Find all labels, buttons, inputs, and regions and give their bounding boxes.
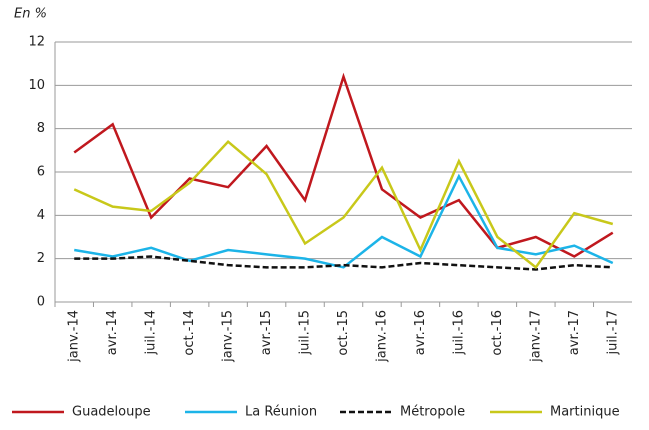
x-tick-label: avr.-15 <box>259 310 274 355</box>
x-tick-label: janv.-14 <box>67 310 82 363</box>
legend-label: La Réunion <box>245 405 317 420</box>
x-tick-label: oct.-15 <box>336 310 351 356</box>
y-tick-label: 8 <box>37 121 45 136</box>
series-line <box>73 72 614 258</box>
x-tick-label: janv.-17 <box>528 310 543 363</box>
x-tick-label: juil.-17 <box>605 310 620 355</box>
series-line <box>73 139 614 270</box>
x-tick-label: avr.-14 <box>105 310 120 355</box>
y-tick-label: 10 <box>28 78 45 93</box>
x-tick-label: avr.-17 <box>567 310 582 355</box>
x-tick-label: janv.-15 <box>221 310 236 363</box>
y-tick-label: 0 <box>37 295 45 310</box>
unit-label: En % <box>14 7 47 22</box>
y-tick-label: 12 <box>28 35 45 50</box>
x-tick-label: juil.-14 <box>144 310 159 355</box>
x-tick-label: avr.-16 <box>413 310 428 355</box>
y-tick-label: 6 <box>37 165 45 180</box>
legend-label: Métropole <box>400 405 465 420</box>
y-tick-label: 4 <box>37 208 45 223</box>
x-tick-label: juil.-15 <box>298 310 313 355</box>
x-tick-label: oct.-16 <box>490 310 505 356</box>
legend-label: Guadeloupe <box>72 405 151 420</box>
y-tick-label: 2 <box>37 251 45 266</box>
x-tick-label: oct.-14 <box>182 310 197 356</box>
x-tick-label: juil.-16 <box>451 310 466 355</box>
x-tick-label: janv.-16 <box>374 310 389 363</box>
legend-label: Martinique <box>550 405 620 420</box>
series-line <box>74 173 614 269</box>
